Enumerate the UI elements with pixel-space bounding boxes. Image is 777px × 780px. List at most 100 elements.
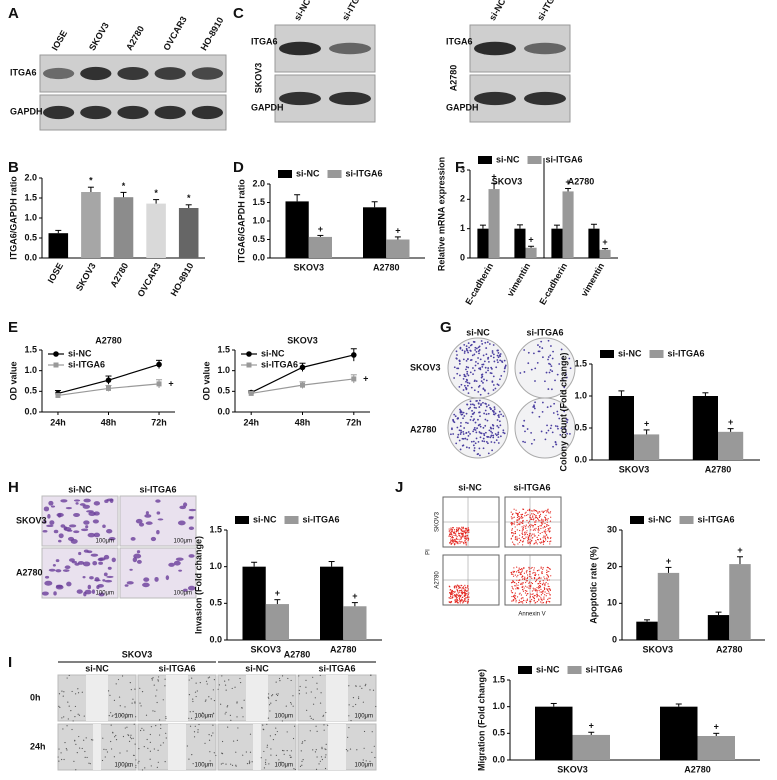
- speckle: [125, 713, 128, 715]
- colony-dot: [461, 444, 464, 447]
- colony-dot: [465, 387, 468, 390]
- colony-dot: [487, 412, 490, 415]
- bar: [697, 736, 735, 760]
- colony-dot: [465, 446, 468, 449]
- bar: [636, 621, 658, 640]
- speckle: [262, 728, 264, 730]
- colony-dot: [552, 445, 554, 448]
- event-dot: [464, 597, 467, 599]
- event-dot: [452, 596, 454, 599]
- colony-dot: [495, 366, 498, 369]
- event-dot: [464, 599, 466, 601]
- speckle: [242, 754, 244, 756]
- event-dot: [459, 585, 461, 587]
- event-dot: [533, 571, 535, 574]
- event-dot: [549, 541, 551, 543]
- colony-dot: [468, 382, 471, 385]
- legend-label: si-ITGA6: [68, 359, 105, 369]
- colony-dot: [463, 350, 466, 353]
- colony-dot: [477, 390, 480, 393]
- colony-dot: [481, 363, 484, 366]
- event-dot: [466, 535, 469, 537]
- event-dot: [517, 543, 519, 545]
- event-dot: [513, 600, 515, 602]
- speckle: [77, 692, 80, 694]
- colony-dot: [470, 358, 473, 361]
- event-dot: [452, 541, 454, 543]
- event-dot: [455, 533, 457, 535]
- speckle: [230, 763, 232, 765]
- colony-dot: [500, 360, 503, 362]
- cell: [133, 553, 142, 559]
- cell: [44, 575, 50, 579]
- speckle: [209, 760, 211, 762]
- event-dot: [518, 593, 520, 595]
- speckle: [263, 767, 265, 769]
- colony-dot: [500, 375, 503, 377]
- event-dot: [532, 516, 534, 518]
- event-dot: [548, 585, 550, 588]
- speckle: [227, 705, 229, 707]
- colony-dot: [497, 352, 500, 354]
- speckle: [350, 720, 352, 722]
- event-dot: [546, 519, 548, 521]
- cell: [75, 502, 79, 505]
- speckle: [355, 685, 357, 687]
- event-dot: [539, 591, 541, 593]
- cell: [43, 520, 47, 524]
- event-dot: [531, 518, 533, 521]
- colony-dot: [494, 412, 497, 415]
- speckle: [125, 762, 127, 764]
- colony-dot: [485, 371, 487, 374]
- speckle: [283, 753, 285, 755]
- cell: [157, 518, 164, 521]
- event-dot: [530, 510, 532, 512]
- x-tick-label: SKOV3: [557, 764, 588, 774]
- speckle: [213, 678, 216, 681]
- column-label: si-NC: [466, 327, 490, 337]
- cell: [165, 575, 170, 581]
- cell: [58, 539, 62, 543]
- speckle: [312, 676, 314, 678]
- event-dot: [510, 537, 512, 539]
- event-dot: [457, 591, 459, 593]
- speckle: [124, 727, 126, 729]
- event-dot: [540, 520, 542, 522]
- event-dot: [541, 541, 543, 543]
- speckle: [139, 702, 141, 704]
- event-dot: [464, 538, 466, 540]
- event-dot: [468, 531, 470, 533]
- event-dot: [460, 589, 463, 591]
- speckle: [217, 688, 219, 690]
- cell: [103, 554, 110, 560]
- speckle: [155, 695, 157, 697]
- colony-dot: [481, 440, 484, 442]
- speckle: [204, 742, 206, 744]
- event-dot: [532, 519, 535, 521]
- event-dot: [521, 517, 523, 519]
- speckle: [309, 730, 311, 732]
- flow-row-label: SKOV3: [435, 511, 441, 532]
- cell: [183, 502, 188, 507]
- row-label: A2780: [16, 567, 43, 577]
- speckle: [371, 751, 373, 753]
- cell: [173, 560, 181, 566]
- column-label: si-ITGA6: [139, 484, 176, 494]
- speckle: [369, 760, 371, 763]
- event-dot: [520, 594, 522, 596]
- event-dot: [450, 531, 453, 533]
- colony-dot: [484, 418, 487, 421]
- event-dot: [510, 511, 512, 513]
- colony-dot: [487, 360, 490, 363]
- event-dot: [449, 533, 451, 535]
- colony-dot: [479, 415, 481, 418]
- colony-dot: [477, 418, 479, 421]
- cell: [93, 501, 101, 506]
- significance-mark: +: [318, 224, 323, 234]
- colony-dot: [470, 440, 473, 443]
- speckle: [89, 763, 91, 765]
- colony-dot: [483, 432, 485, 435]
- event-dot: [520, 517, 522, 519]
- event-dot: [536, 589, 538, 592]
- colony-dot: [459, 425, 462, 427]
